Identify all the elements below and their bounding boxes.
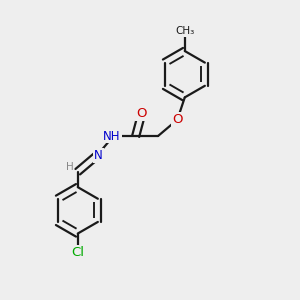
Text: H: H bbox=[66, 162, 73, 172]
Text: CH₃: CH₃ bbox=[175, 26, 194, 36]
Text: O: O bbox=[136, 107, 147, 120]
Text: Cl: Cl bbox=[71, 246, 84, 259]
Text: O: O bbox=[172, 113, 183, 126]
Text: N: N bbox=[94, 149, 103, 162]
Text: NH: NH bbox=[103, 130, 121, 142]
